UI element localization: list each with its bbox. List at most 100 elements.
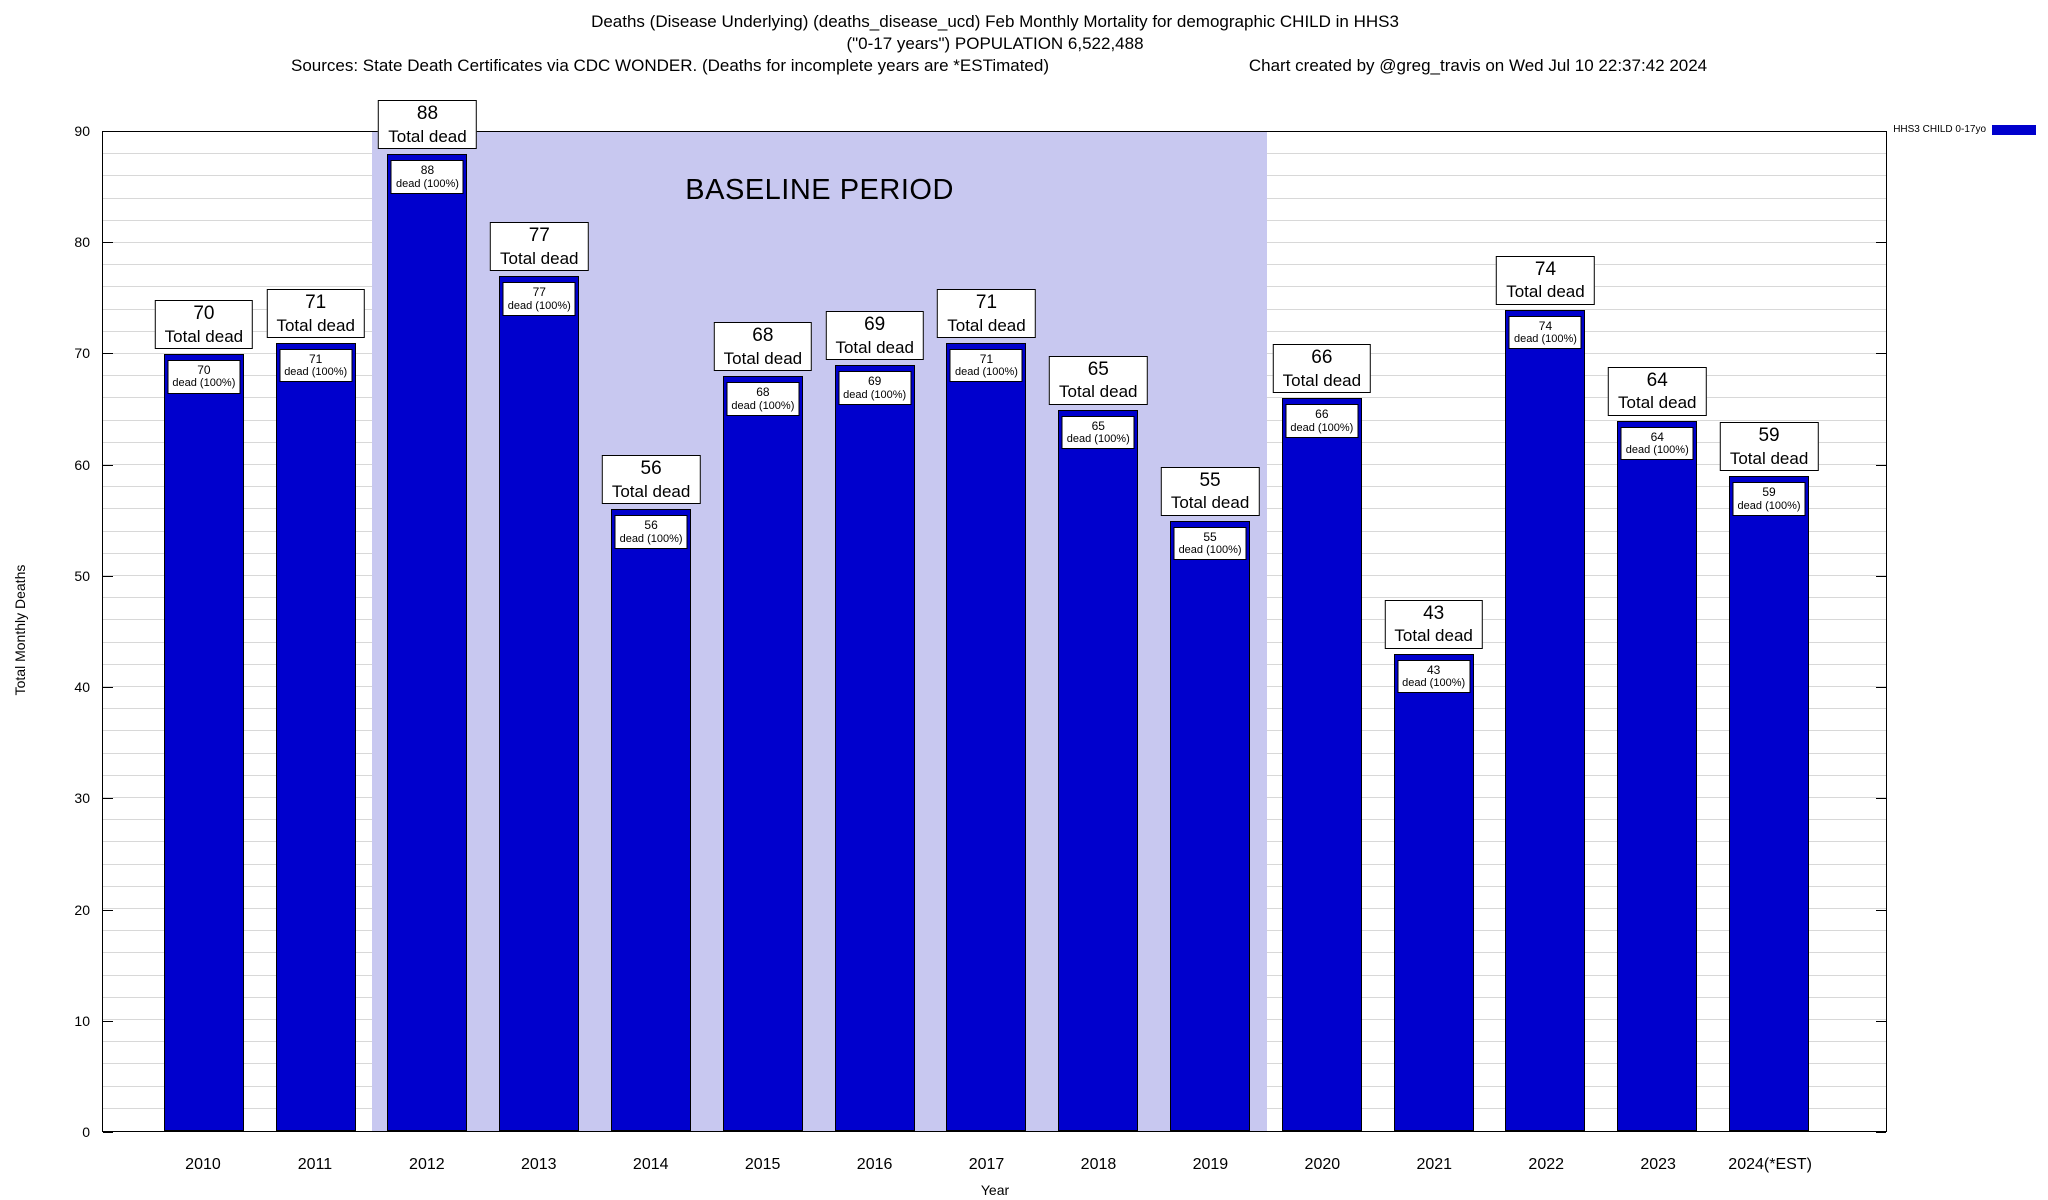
y-tick-mark: [103, 1020, 113, 1022]
bar-value-suffix: dead (100%): [1066, 432, 1130, 445]
bar-value: 68: [756, 385, 770, 400]
bar-total-value: 77: [528, 225, 550, 247]
y-tick-label: 50: [74, 567, 90, 584]
bar-value-suffix: dead (100%): [1625, 444, 1689, 456]
bar-total-value: 71: [975, 291, 998, 313]
bar-total-label: 74 Total dead: [1496, 255, 1595, 305]
y-tick-mark: [103, 575, 113, 577]
bar-value: 88: [420, 163, 435, 178]
x-tick-label-2024(*EST): 2024(*EST): [1728, 1156, 1812, 1173]
bar-value-suffix: dead (100%): [1178, 543, 1242, 556]
sources-note: Sources: State Death Certificates via CD…: [290, 56, 1050, 75]
bar-value: 59: [1762, 485, 1776, 500]
bar-value-label: 66 dead (100%): [1285, 404, 1359, 438]
bar-value-label: 56 dead (100%): [614, 515, 688, 549]
legend: HHS3 CHILD 0-17yo: [1893, 124, 2036, 135]
bar-value-label: 71 dead (100%): [279, 348, 353, 383]
bar-2019: 55 dead (100%): [1170, 520, 1251, 1131]
bar-total-label: 77 Total dead: [490, 222, 589, 272]
y-axis-title: Total Monthly Deaths: [12, 564, 28, 696]
bar-value-label: 71 dead (100%): [949, 348, 1023, 383]
bar-value: 71: [979, 351, 994, 366]
bar-total-suffix: Total dead: [388, 126, 467, 146]
bar-value-suffix: dead (100%): [284, 366, 348, 379]
bar-total-value: 55: [1199, 469, 1221, 491]
bar-total-suffix: Total dead: [1618, 393, 1697, 413]
bar-total-suffix: Total dead: [164, 326, 244, 346]
y-tick-mark: [1876, 575, 1886, 577]
x-tick-label-2014: 2014: [632, 1156, 669, 1173]
bar-total-suffix: Total dead: [1059, 382, 1138, 402]
bar-slot-2018: 65 dead (100%) 65 Total dead: [1042, 132, 1154, 1131]
y-tick-mark: [1876, 909, 1886, 911]
bar-value-suffix: dead (100%): [1513, 333, 1577, 345]
bar-value-suffix: dead (100%): [731, 399, 795, 412]
bar-value-label: 74 dead (100%): [1508, 315, 1582, 350]
x-tick-label-2022: 2022: [1528, 1156, 1565, 1173]
x-tick-label-2021: 2021: [1416, 1156, 1453, 1173]
x-axis-title: Year: [980, 1182, 1010, 1198]
x-tick-label-2010: 2010: [185, 1156, 221, 1173]
y-tick-mark: [1876, 242, 1886, 244]
legend-label: HHS3 CHILD 0-17yo: [1893, 124, 1986, 135]
bar-value-suffix: dead (100%): [172, 377, 236, 390]
bar-total-label: 55 Total dead: [1160, 466, 1260, 516]
bar-2018: 65 dead (100%): [1058, 409, 1139, 1131]
y-tick-mark: [103, 242, 113, 244]
y-tick-label: 30: [74, 790, 90, 807]
baseline-period-label: BASELINE PERIOD: [685, 174, 954, 206]
bar-2017: 71 dead (100%): [946, 342, 1027, 1131]
x-tick-label-2012: 2012: [409, 1156, 445, 1173]
bar-value: 65: [1091, 418, 1105, 433]
bar-total-label: 88 Total dead: [378, 100, 477, 150]
bar-slot-2022: 74 dead (100%) 74 Total dead: [1490, 132, 1602, 1131]
bar-total-value: 43: [1423, 602, 1445, 624]
x-tick-label-2015: 2015: [744, 1156, 781, 1173]
bar-total-label: 70 Total dead: [154, 300, 254, 349]
y-tick-mark: [1876, 353, 1886, 355]
bar-total-value: 71: [305, 291, 327, 313]
bar-total-value: 56: [640, 458, 662, 480]
bar-slot-2014: 56 dead (100%) 56 Total dead: [595, 132, 707, 1131]
x-tick-label-2019: 2019: [1192, 1156, 1229, 1173]
bar-slot-2016: 69 dead (100%) 69 Total dead: [819, 132, 931, 1131]
x-axis-ticks: 2010 2011 2012 2013 2014 2015 2016 2017 2018 2019…: [102, 1156, 1887, 1174]
legend-swatch-icon: [1992, 124, 2036, 135]
y-tick-label: 10: [74, 1012, 90, 1029]
bar-slot-2012: 88 dead (100%) 88 Total dead: [372, 100, 484, 1131]
bar-total-label: 64 Total dead: [1608, 366, 1707, 416]
bar-total-suffix: Total dead: [1282, 371, 1362, 391]
bar-slot-2020: 66 dead (100%) 66 Total dead: [1266, 132, 1378, 1131]
bar-value-label: 55 dead (100%): [1173, 526, 1247, 561]
y-tick-mark: [103, 798, 113, 800]
bar-2013: 77 dead (100%): [499, 276, 580, 1131]
x-tick-label-2020: 2020: [1304, 1156, 1341, 1173]
bar-2022: 74 dead (100%): [1505, 309, 1586, 1131]
credit-note: Chart created by @greg_travis on Wed Jul…: [1248, 56, 1708, 75]
bar-value: 64: [1650, 429, 1664, 444]
bar-value-label: 77 dead (100%): [502, 282, 576, 316]
bar-total-label: 68 Total dead: [713, 322, 813, 372]
bar-slot-2019: 55 dead (100%) 55 Total dead: [1154, 132, 1266, 1131]
bar-2010: 70 dead (100%): [163, 354, 244, 1131]
x-tick-label-2011: 2011: [297, 1156, 333, 1173]
bar-slot-2010: 70 dead (100%) 70 Total dead: [148, 132, 260, 1131]
bar-slot-2021: 43 dead (100%) 43 Total dead: [1378, 132, 1490, 1131]
y-tick-label: 70: [74, 345, 90, 362]
bar-slot-2011: 71 dead (100%) 71 Total dead: [260, 132, 372, 1131]
bar-total-suffix: Total dead: [947, 315, 1026, 335]
y-tick-mark: [1876, 798, 1886, 800]
y-tick-mark: [103, 687, 113, 689]
bar-2011: 71 dead (100%): [275, 342, 356, 1131]
bar-value-suffix: dead (100%): [1290, 421, 1354, 434]
y-tick-mark: [1876, 464, 1886, 466]
bar-value-suffix: dead (100%): [507, 299, 571, 312]
bar-total-suffix: Total dead: [500, 249, 579, 269]
bar-total-suffix: Total dead: [723, 348, 803, 368]
chart-title-line2: ("0-17 years") POPULATION 6,522,488: [846, 34, 1144, 53]
bar-value: 71: [309, 351, 323, 366]
bar-total-value: 74: [1534, 258, 1557, 280]
bar-total-value: 64: [1646, 369, 1668, 391]
bar-value-suffix: dead (100%): [395, 177, 459, 190]
y-tick-mark: [1876, 687, 1886, 689]
